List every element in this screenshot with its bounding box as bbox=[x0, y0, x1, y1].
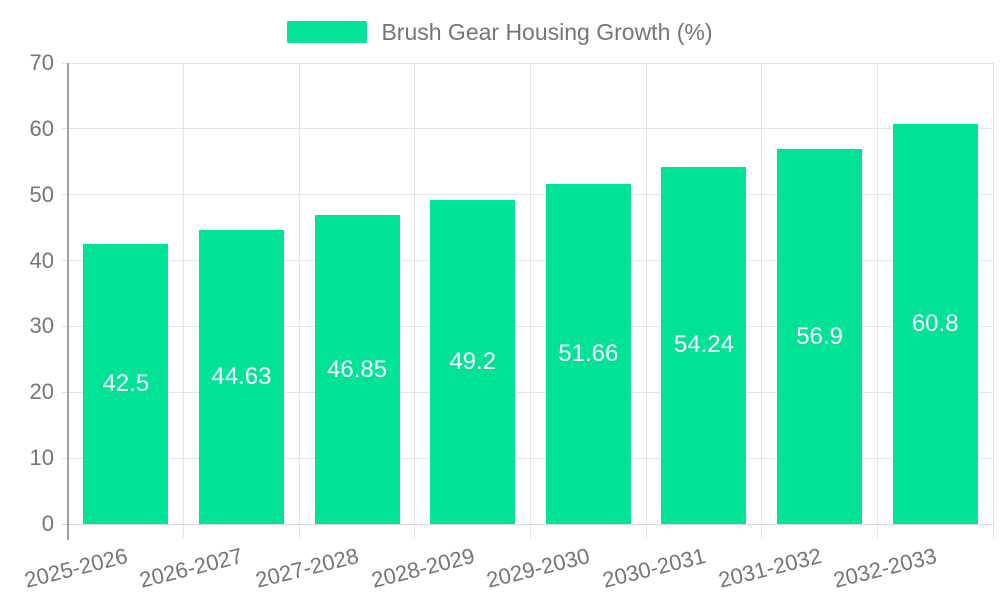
x-axis-line bbox=[62, 523, 993, 525]
y-axis-tick-label: 50 bbox=[29, 181, 54, 207]
y-gridline bbox=[62, 128, 993, 130]
bar-value-label: 56.9 bbox=[796, 322, 843, 350]
x-gridline bbox=[298, 63, 300, 538]
legend-swatch-icon bbox=[287, 21, 368, 43]
x-gridline bbox=[530, 63, 531, 538]
bar[interactable]: 44.63 bbox=[198, 230, 284, 524]
bar-value-label: 44.63 bbox=[211, 363, 272, 391]
x-gridline bbox=[414, 63, 416, 538]
bar-value-label: 46.85 bbox=[327, 355, 388, 383]
y-axis-tick-label: 70 bbox=[29, 50, 54, 75]
y-axis-tick-label: 10 bbox=[29, 445, 54, 471]
x-gridline bbox=[992, 63, 994, 538]
y-gridline bbox=[62, 194, 993, 196]
bar-value-label: 51.66 bbox=[558, 339, 619, 367]
bar[interactable]: 46.85 bbox=[314, 215, 400, 524]
bar-value-label: 60.8 bbox=[911, 309, 959, 337]
x-gridline bbox=[645, 63, 647, 538]
y-axis-tick-label: 40 bbox=[29, 247, 54, 273]
y-gridline bbox=[62, 457, 993, 459]
bar-value-label: 54.24 bbox=[673, 331, 734, 359]
y-axis-tick-label: 20 bbox=[29, 379, 54, 405]
bar[interactable]: 60.8 bbox=[892, 123, 978, 524]
y-gridline bbox=[62, 325, 993, 327]
x-gridline bbox=[876, 63, 878, 538]
y-gridline bbox=[62, 260, 993, 262]
y-gridline bbox=[62, 391, 993, 393]
y-axis-line bbox=[67, 63, 69, 540]
y-axis-tick-label: 0 bbox=[41, 511, 54, 536]
bar[interactable]: 51.66 bbox=[545, 183, 631, 524]
bar[interactable]: 49.2 bbox=[430, 199, 516, 524]
x-gridline bbox=[183, 63, 185, 538]
legend-label: Brush Gear Housing Growth (%) bbox=[381, 18, 713, 45]
bar-value-label: 49.2 bbox=[449, 347, 497, 375]
bar[interactable]: 42.5 bbox=[83, 244, 169, 524]
y-axis-tick-label: 30 bbox=[29, 313, 54, 339]
bar[interactable]: 56.9 bbox=[777, 149, 863, 524]
x-gridline bbox=[761, 63, 763, 538]
bar-value-label: 42.5 bbox=[102, 370, 150, 398]
y-axis-tick-label: 60 bbox=[29, 115, 54, 141]
y-gridline bbox=[62, 62, 993, 64]
bar[interactable]: 54.24 bbox=[661, 166, 747, 524]
legend-item[interactable]: Brush Gear Housing Growth (%) bbox=[0, 12, 1000, 52]
